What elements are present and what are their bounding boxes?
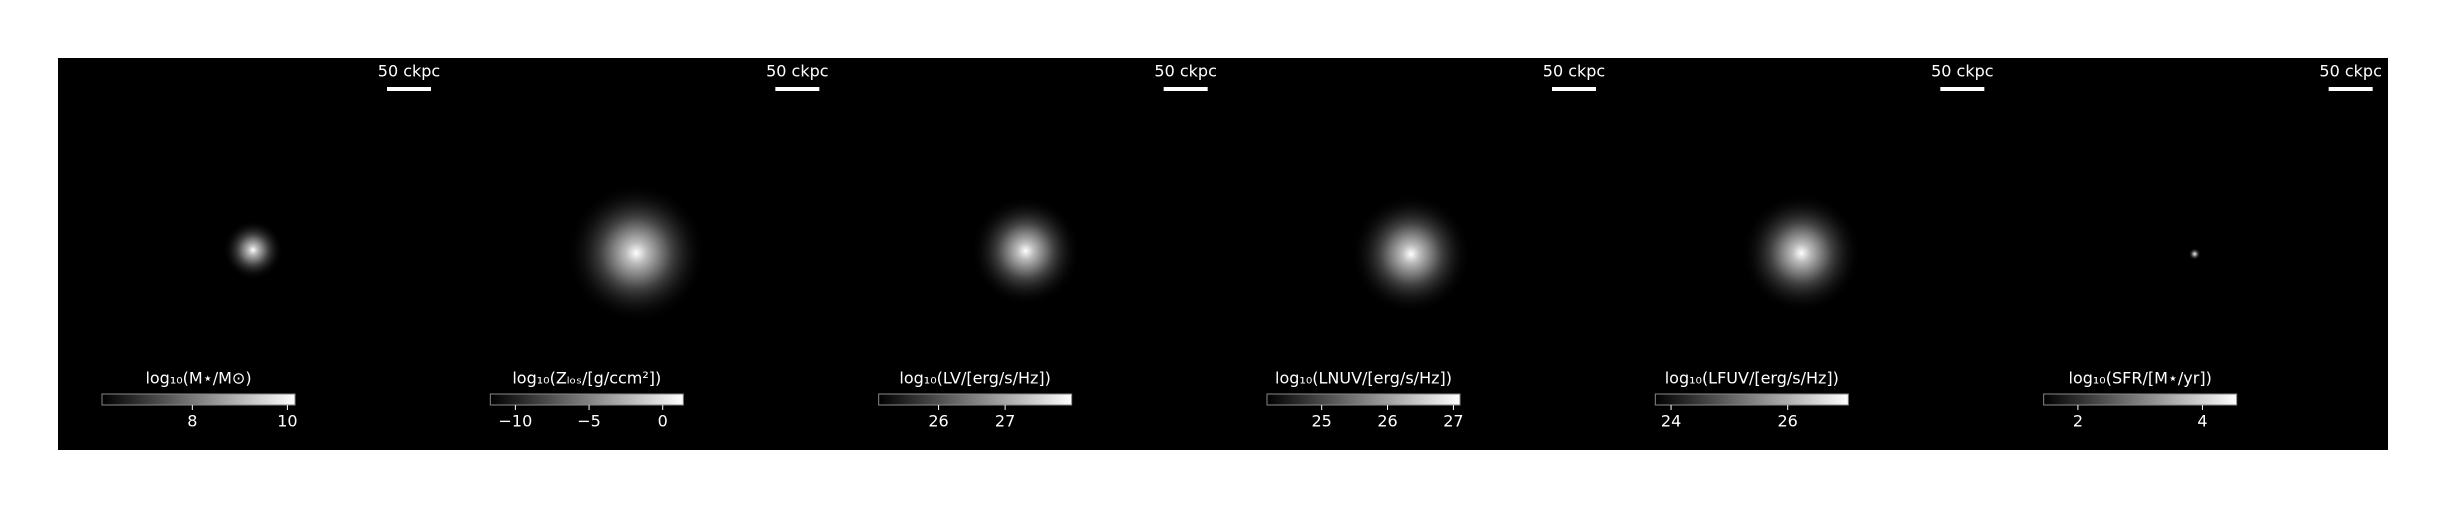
colorbar [2043, 393, 2238, 406]
colorbar-tick-label: 27 [995, 412, 1015, 431]
colorbar-label: log₁₀(M⋆/M⊙) [145, 369, 251, 388]
colorbar-tick-label: 2 [2073, 412, 2083, 431]
colorbar-label: log₁₀(Zₗₒₛ/[g/ccm²]) [512, 369, 661, 388]
colorbar-tick-label: −10 [498, 412, 532, 431]
scale-bar [1163, 87, 1208, 91]
scale-label: 50 ckpc [378, 62, 440, 81]
scale-label: 50 ckpc [1931, 62, 1993, 81]
colorbar-tick-label: 26 [1377, 412, 1397, 431]
scale-bar [387, 87, 431, 91]
scale-label: 50 ckpc [766, 62, 828, 81]
galaxy-image [223, 220, 283, 280]
scale-label: 50 ckpc [1154, 62, 1216, 81]
image-area [58, 58, 2388, 450]
colorbar-label: log₁₀(LV/[erg/s/Hz]) [899, 369, 1051, 388]
colorbar [1654, 393, 1849, 406]
scale-label: 50 ckpc [2319, 62, 2381, 81]
scale-label: 50 ckpc [1543, 62, 1605, 81]
scale-bar [775, 87, 820, 91]
galaxy-image [566, 183, 707, 323]
colorbar [101, 393, 296, 406]
colorbar-label: log₁₀(LFUV/[erg/s/Hz]) [1665, 369, 1839, 388]
colorbar-tick-label: 10 [277, 412, 297, 431]
colorbar [1266, 393, 1461, 406]
colorbar-tick-label: 25 [1311, 412, 1331, 431]
colorbar [878, 393, 1073, 406]
colorbar-tick-label: 27 [1443, 412, 1463, 431]
colorbar [489, 393, 684, 406]
scale-bar [1940, 87, 1985, 91]
colorbar-label: log₁₀(SFR/[M⋆/yr]) [2069, 369, 2212, 388]
colorbar-tick-label: 26 [1778, 412, 1798, 431]
galaxy-image [970, 196, 1081, 306]
scale-bar [2328, 87, 2373, 91]
galaxy-image [1741, 193, 1862, 313]
galaxy-image [2188, 248, 2201, 260]
colorbar-tick-label: 4 [2197, 412, 2207, 431]
colorbar-tick-label: −5 [577, 412, 601, 431]
galaxy-image [1351, 194, 1471, 314]
colorbar-tick-label: 26 [928, 412, 948, 431]
colorbar-tick-label: 8 [187, 412, 197, 431]
colorbar-tick-label: 24 [1661, 412, 1681, 431]
colorbar-tick-label: 0 [658, 412, 668, 431]
colorbar-label: log₁₀(LNUV/[erg/s/Hz]) [1275, 369, 1452, 388]
scale-bar [1552, 87, 1596, 91]
